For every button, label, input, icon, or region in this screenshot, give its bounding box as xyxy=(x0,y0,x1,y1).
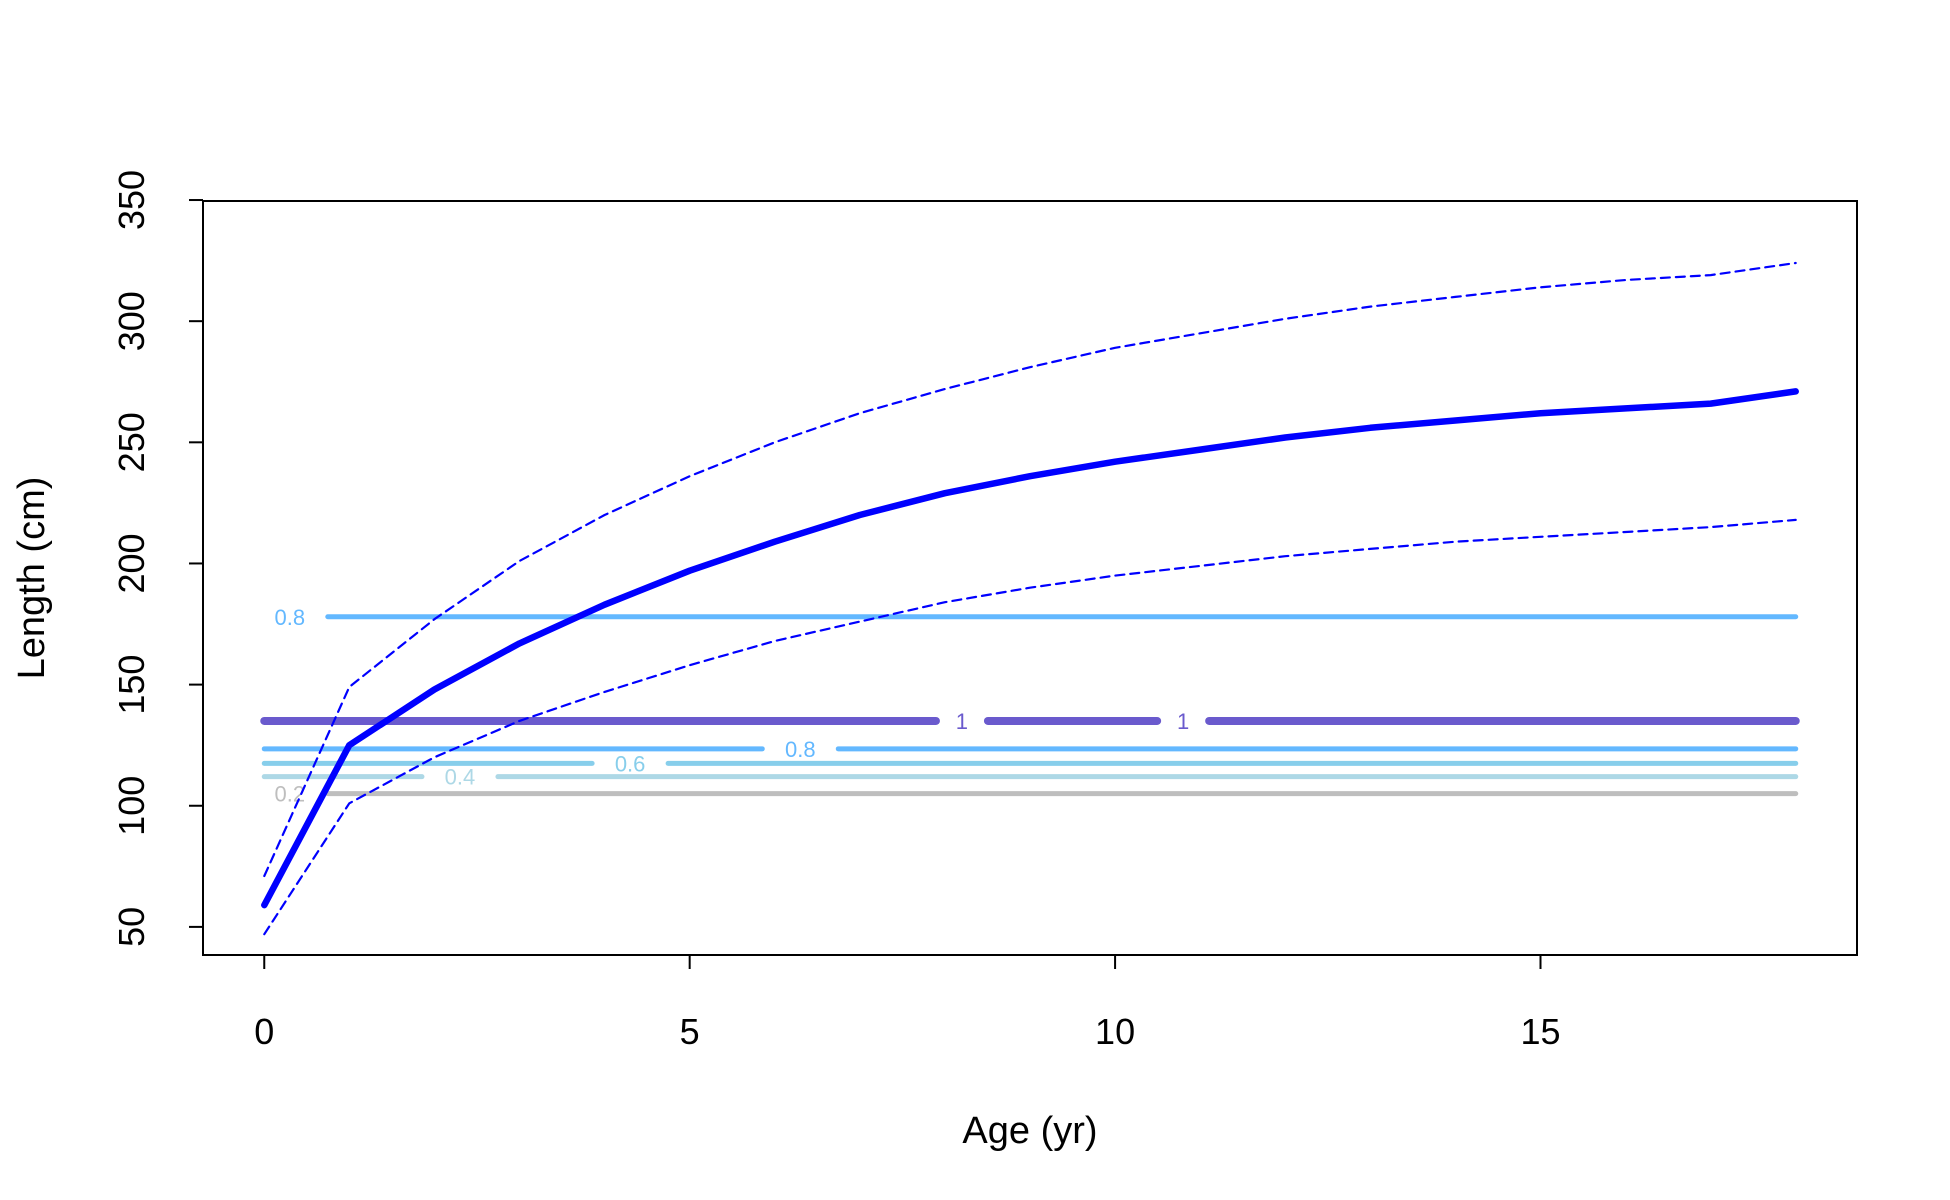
maturity-label-1-0: 1 xyxy=(956,709,968,734)
x-axis: 0 5 10 15 xyxy=(254,954,1561,1052)
maturity-label-5-0: 0.2 xyxy=(274,782,305,807)
x-axis-label: Age (yr) xyxy=(962,1110,1097,1152)
y-tick-label: 300 xyxy=(111,291,152,351)
series-line-upper xyxy=(263,261,1797,878)
x-tick-label: 15 xyxy=(1520,1011,1560,1052)
maturity-label-4-0: 0.4 xyxy=(445,765,476,790)
maturity-label-1-1: 1 xyxy=(1177,709,1189,734)
y-tick-label: 50 xyxy=(111,907,152,947)
data-series xyxy=(261,261,1799,936)
maturity-lines: 0.8 1 1 0.8 0.6 0.4 0.2 xyxy=(260,605,1800,807)
y-tick-label: 100 xyxy=(111,776,152,836)
y-tick-label: 200 xyxy=(111,533,152,593)
x-tick-label: 10 xyxy=(1095,1011,1135,1052)
maturity-label-2-0: 0.8 xyxy=(785,737,816,762)
y-tick-label: 150 xyxy=(111,655,152,715)
x-tick-label: 5 xyxy=(680,1011,700,1052)
x-tick-label: 0 xyxy=(254,1011,274,1052)
y-axis: 50 100 150 200 250 300 350 xyxy=(111,170,204,947)
y-tick-label: 250 xyxy=(111,412,152,472)
maturity-label-3-0: 0.6 xyxy=(615,751,646,776)
maturity-label-0-0: 0.8 xyxy=(274,605,305,630)
series-line-mean xyxy=(261,388,1799,909)
y-tick-label: 350 xyxy=(111,170,152,230)
y-axis-label: Length (cm) xyxy=(11,477,53,680)
series-line-lower xyxy=(263,518,1797,936)
